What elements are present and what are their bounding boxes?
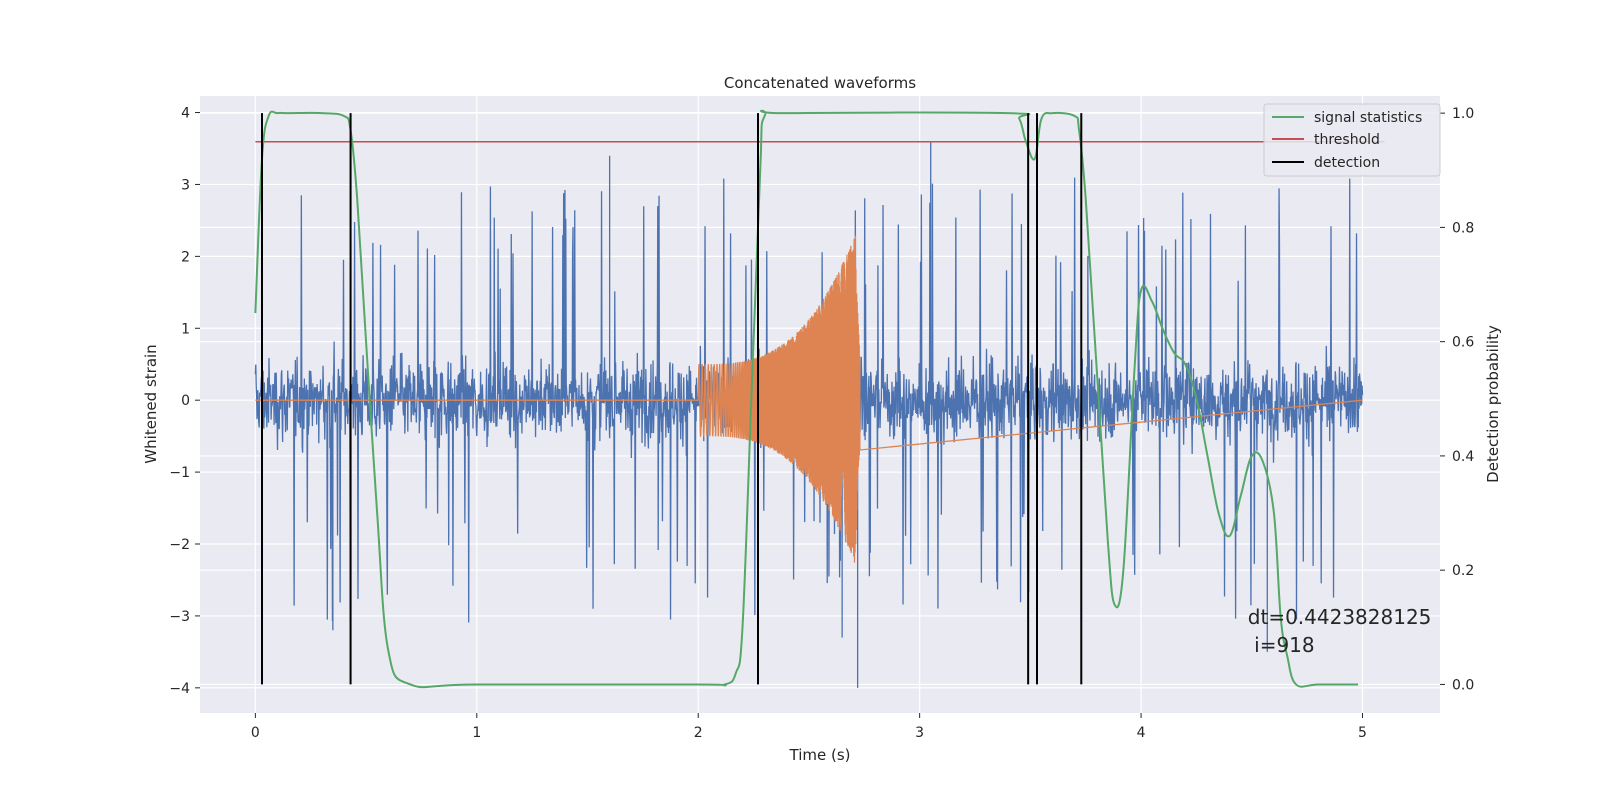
- chart-title: Concatenated waveforms: [724, 74, 916, 92]
- legend: signal statistics threshold detection: [1263, 103, 1441, 177]
- detection-series: [261, 113, 1083, 685]
- y2-tick-label: 0.4: [1452, 449, 1474, 465]
- x-tick-label: 4: [1137, 725, 1146, 741]
- x-axis-label: Time (s): [789, 746, 851, 764]
- y2-axis-label: Detection probability: [1484, 325, 1502, 483]
- y-tick-label: −4: [169, 681, 190, 697]
- annotation: dt=0.4423828125 i=918: [1248, 605, 1432, 657]
- x-tick-label: 3: [915, 725, 924, 741]
- y-axis-ticks: −4 −3 −2 −1 0 1 2 3 4: [169, 106, 200, 697]
- x-tick-label: 0: [251, 725, 260, 741]
- injected-signal-series: [255, 235, 1363, 563]
- y-tick-label: −2: [169, 537, 190, 553]
- y-tick-label: −1: [169, 465, 190, 481]
- signal-statistics-line: [254, 109, 1359, 689]
- x-tick-label: 1: [472, 725, 481, 741]
- y2-tick-label: 0.0: [1452, 677, 1474, 693]
- y-tick-label: −3: [169, 609, 190, 625]
- y2-tick-label: 0.6: [1452, 335, 1474, 351]
- legend-label-signal-statistics: signal statistics: [1314, 110, 1422, 126]
- legend-label-threshold: threshold: [1314, 132, 1380, 148]
- x-tick-label: 2: [694, 725, 703, 741]
- y2-axis-ticks: 0.0 0.2 0.4 0.6 0.8 1.0: [1440, 106, 1474, 693]
- x-axis-ticks: 0 1 2 3 4 5: [251, 713, 1367, 741]
- injected-signal-line: [255, 235, 1363, 563]
- legend-label-detection: detection: [1314, 155, 1380, 171]
- legend-box: [1263, 103, 1441, 177]
- annotation-dt: dt=0.4423828125: [1248, 605, 1432, 629]
- y-tick-label: 0: [181, 393, 190, 409]
- y-tick-label: 3: [181, 177, 190, 193]
- y2-tick-label: 1.0: [1452, 106, 1474, 122]
- y-tick-label: 4: [181, 106, 190, 122]
- y-axis-label: Whitened strain: [142, 344, 160, 463]
- y-tick-label: 2: [181, 249, 190, 265]
- annotation-index: i=918: [1248, 633, 1315, 657]
- y2-tick-label: 0.2: [1452, 563, 1474, 579]
- y2-tick-label: 0.8: [1452, 220, 1474, 236]
- y-tick-label: 1: [181, 321, 190, 337]
- signal-statistics-series: [254, 109, 1359, 689]
- x-tick-label: 5: [1358, 725, 1367, 741]
